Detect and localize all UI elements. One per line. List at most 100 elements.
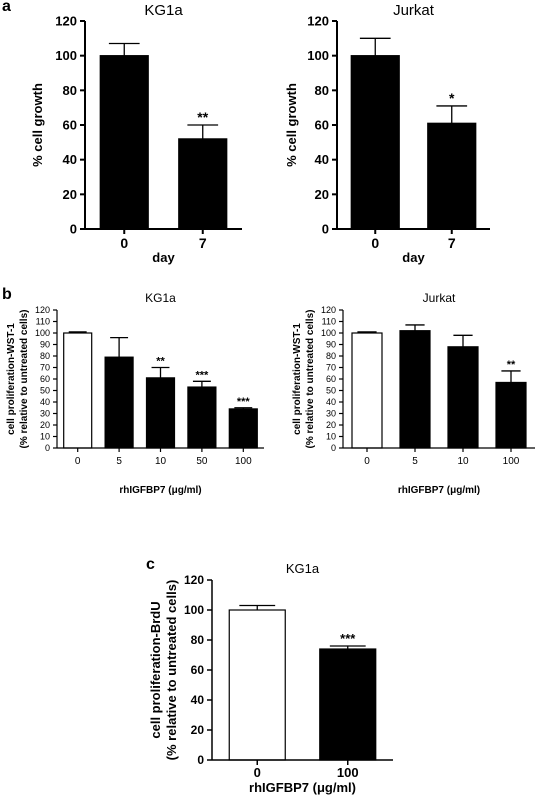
y-tick-label: 100 xyxy=(184,603,204,617)
y-tick-label: 10 xyxy=(326,432,336,442)
y-tick-label: 30 xyxy=(40,409,50,419)
y-tick-label: 120 xyxy=(55,14,77,29)
y-tick-label: 60 xyxy=(191,663,205,677)
chart-a1: KG1a 0 ** 7 0 20 40 60 80 100 120 day % cell growth xyxy=(30,2,242,265)
y-tick-label: 80 xyxy=(315,83,329,98)
y-axis-label: cell proliferation-WST-1 xyxy=(292,323,303,435)
y-tick-label: 60 xyxy=(315,118,329,133)
y-tick-label: 120 xyxy=(184,573,204,587)
y-tick-label: 0 xyxy=(197,753,204,767)
y-tick-label: 70 xyxy=(40,363,50,373)
bar xyxy=(104,356,134,449)
panel-label-c: c xyxy=(146,556,155,573)
y-tick-label: 100 xyxy=(321,328,336,338)
bar xyxy=(187,386,217,449)
x-tick-label: 100 xyxy=(503,456,520,467)
bar xyxy=(319,648,377,761)
y-axis-label: (% relative to untreated cells) xyxy=(164,580,179,761)
bar xyxy=(495,381,527,449)
y-tick-label: 80 xyxy=(63,83,77,98)
x-tick-label: 100 xyxy=(235,456,252,467)
y-tick-label: 20 xyxy=(63,187,77,202)
y-tick-label: 80 xyxy=(191,633,205,647)
y-tick-label: 60 xyxy=(40,374,50,384)
y-tick-label: 100 xyxy=(35,328,50,338)
y-tick-label: 0 xyxy=(322,222,329,237)
panel-label-a: a xyxy=(2,0,11,15)
x-tick-label: 50 xyxy=(196,456,208,467)
chart-a2: Jurkat 0 * 7 0 20 40 60 80 100 120 day % cell growth xyxy=(284,2,490,265)
significance-label: * xyxy=(449,90,455,106)
bar xyxy=(399,330,431,449)
significance-label: *** xyxy=(340,631,356,646)
y-axis-label: (% relative to untreated cells) xyxy=(305,310,316,449)
significance-label: *** xyxy=(195,369,209,381)
y-tick-label: 40 xyxy=(315,152,329,167)
x-axis-label: rhIGFBP7 (μg/ml) xyxy=(119,485,201,496)
bar xyxy=(145,377,176,449)
y-tick-label: 110 xyxy=(36,317,50,327)
y-tick-label: 60 xyxy=(63,118,77,133)
y-tick-label: 50 xyxy=(40,386,50,396)
x-tick-label: 5 xyxy=(412,456,418,467)
x-axis-label: day xyxy=(402,250,425,265)
x-tick-label: 10 xyxy=(457,456,469,467)
chart-title: KG1a xyxy=(145,291,176,305)
bar xyxy=(427,122,477,230)
x-tick-label: 7 xyxy=(199,235,207,251)
x-tick-label: 10 xyxy=(155,456,167,467)
y-tick-label: 20 xyxy=(326,420,336,430)
chart-c1: KG1a 0 *** 100 0 20 40 60 80 100 120 rhIGFBP7 (μg/m… xyxy=(148,561,393,795)
y-tick-label: 120 xyxy=(35,305,50,315)
y-axis-label: % cell growth xyxy=(30,83,45,167)
bar xyxy=(351,332,383,449)
y-tick-label: 40 xyxy=(326,397,336,407)
bar xyxy=(350,55,400,230)
x-axis-label: rhIGFBP7 (μg/ml) xyxy=(398,485,480,496)
y-tick-label: 70 xyxy=(326,363,336,373)
significance-label: ** xyxy=(156,356,165,368)
y-tick-label: 20 xyxy=(40,420,50,430)
y-tick-label: 10 xyxy=(40,432,50,442)
y-tick-label: 120 xyxy=(307,14,329,29)
y-tick-label: 40 xyxy=(63,152,77,167)
significance-label: ** xyxy=(197,109,208,125)
bar xyxy=(228,408,258,449)
y-tick-label: 100 xyxy=(307,48,329,63)
x-tick-label: 0 xyxy=(254,765,261,780)
y-tick-label: 0 xyxy=(45,443,50,453)
y-tick-label: 110 xyxy=(322,317,336,327)
bar xyxy=(228,609,286,761)
x-tick-label: 0 xyxy=(371,235,379,251)
y-tick-label: 30 xyxy=(326,409,336,419)
y-tick-label: 120 xyxy=(321,305,336,315)
y-tick-label: 80 xyxy=(40,351,50,361)
chart-title: Jurkat xyxy=(393,2,435,19)
bar xyxy=(178,138,228,230)
y-tick-label: 90 xyxy=(40,340,50,350)
bar xyxy=(63,332,93,449)
y-tick-label: 40 xyxy=(40,397,50,407)
significance-label: ** xyxy=(507,359,516,371)
x-tick-label: 0 xyxy=(75,456,81,467)
y-tick-label: 50 xyxy=(326,386,336,396)
y-tick-label: 100 xyxy=(55,48,77,63)
chart-title: KG1a xyxy=(286,561,320,576)
y-tick-label: 80 xyxy=(326,351,336,361)
bar xyxy=(99,55,149,230)
x-tick-label: 100 xyxy=(337,765,359,780)
y-tick-label: 20 xyxy=(191,723,205,737)
x-tick-label: 7 xyxy=(448,235,456,251)
y-tick-label: 40 xyxy=(191,693,205,707)
y-tick-label: 60 xyxy=(326,374,336,384)
bar xyxy=(447,346,479,449)
panel-label-b: b xyxy=(2,286,12,303)
chart-title: Jurkat xyxy=(423,291,456,305)
x-axis-label: rhIGFBP7 (μg/ml) xyxy=(249,780,356,795)
x-tick-label: 5 xyxy=(116,456,122,467)
y-tick-label: 20 xyxy=(315,187,329,202)
y-tick-label: 0 xyxy=(331,443,336,453)
